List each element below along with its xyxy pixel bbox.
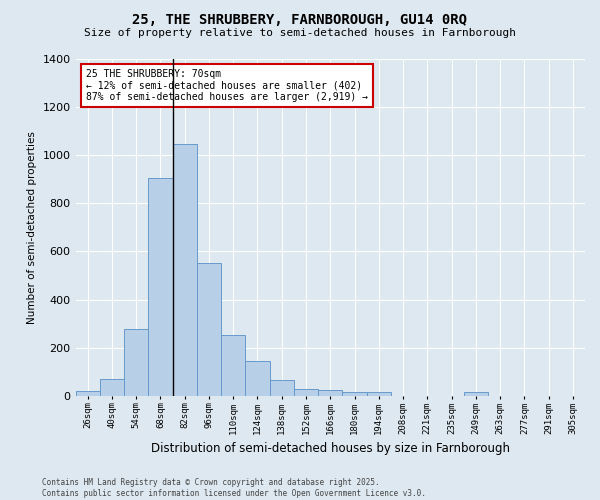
Bar	[76, 391, 100, 396]
Bar	[245, 362, 269, 396]
Bar	[148, 178, 173, 396]
Bar	[318, 390, 343, 396]
Bar	[221, 335, 245, 396]
Bar	[367, 392, 391, 396]
Bar	[464, 392, 488, 396]
Text: 25, THE SHRUBBERY, FARNBOROUGH, GU14 0RQ: 25, THE SHRUBBERY, FARNBOROUGH, GU14 0RQ	[133, 12, 467, 26]
X-axis label: Distribution of semi-detached houses by size in Farnborough: Distribution of semi-detached houses by …	[151, 442, 510, 455]
Bar	[124, 329, 148, 396]
Bar	[269, 380, 294, 396]
Bar	[100, 380, 124, 396]
Bar	[294, 389, 318, 396]
Text: Size of property relative to semi-detached houses in Farnborough: Size of property relative to semi-detach…	[84, 28, 516, 38]
Bar	[173, 144, 197, 396]
Bar	[197, 263, 221, 396]
Bar	[343, 392, 367, 396]
Y-axis label: Number of semi-detached properties: Number of semi-detached properties	[27, 131, 37, 324]
Text: 25 THE SHRUBBERY: 70sqm
← 12% of semi-detached houses are smaller (402)
87% of s: 25 THE SHRUBBERY: 70sqm ← 12% of semi-de…	[86, 69, 368, 102]
Text: Contains HM Land Registry data © Crown copyright and database right 2025.
Contai: Contains HM Land Registry data © Crown c…	[42, 478, 426, 498]
